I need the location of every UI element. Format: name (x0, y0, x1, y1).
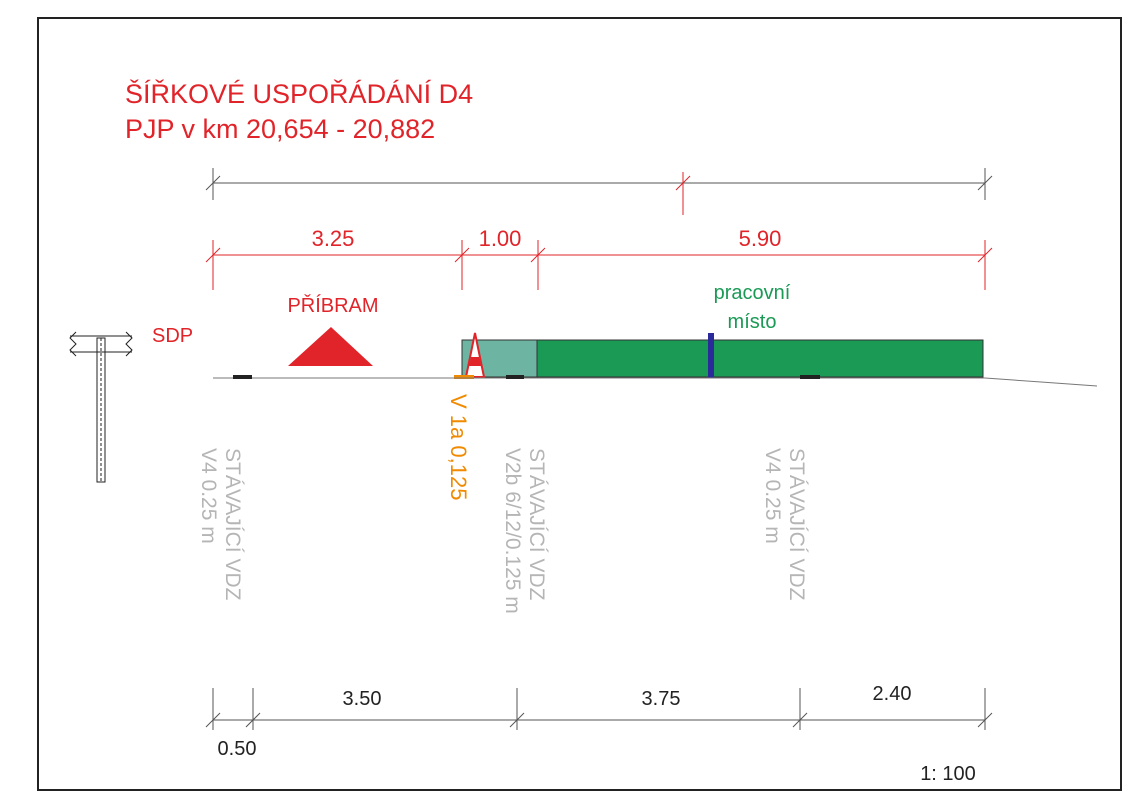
dimension-label: 3.50 (343, 688, 382, 710)
work-zone (536, 339, 984, 378)
top-dimension (205, 240, 993, 290)
marking (233, 375, 252, 379)
title-line1: ŠÍŘKOVÉ USPOŘÁDÁNÍ D4 (125, 78, 473, 109)
frame (37, 17, 1122, 791)
pribram-label: PŘÍBRAM (287, 294, 378, 317)
marking (506, 375, 524, 379)
dimension-label: 2.40 (873, 683, 912, 705)
direction-arrow (288, 327, 373, 366)
barrier-post (708, 333, 714, 378)
marking-label: V4 0.25 m (761, 448, 784, 544)
marking-label: V4 0.25 m (197, 448, 220, 544)
scale-label: 1: 100 (920, 763, 976, 785)
cone-marking-label: V 1a 0,125 (446, 394, 471, 500)
work-zone-label: pracovní (714, 282, 791, 304)
marking-label: STÁVAJÍCÍ VDZ (525, 448, 548, 601)
road-surface (213, 377, 1098, 387)
marking-label: V2b 6/12/0.125 m (501, 448, 524, 614)
marking-label: STÁVAJÍCÍ VDZ (785, 448, 808, 601)
dimension-label: 3.25 (312, 226, 355, 251)
dimension-label: 1.00 (479, 226, 522, 251)
bottom-dimension (205, 688, 993, 730)
sdp-label: SDP (152, 325, 193, 347)
sign-post (69, 331, 133, 483)
work-zone-label: místo (728, 311, 777, 333)
traffic-cone (454, 332, 486, 379)
dimension-label: 0.50 (218, 738, 257, 760)
dimension-label: 5.90 (739, 226, 782, 251)
marking-label: STÁVAJÍCÍ VDZ (221, 448, 244, 601)
marking (800, 375, 820, 379)
dimension-label: 3.75 (642, 688, 681, 710)
title-line2: PJP v km 20,654 - 20,882 (125, 114, 435, 144)
overall-dimension (205, 168, 993, 215)
